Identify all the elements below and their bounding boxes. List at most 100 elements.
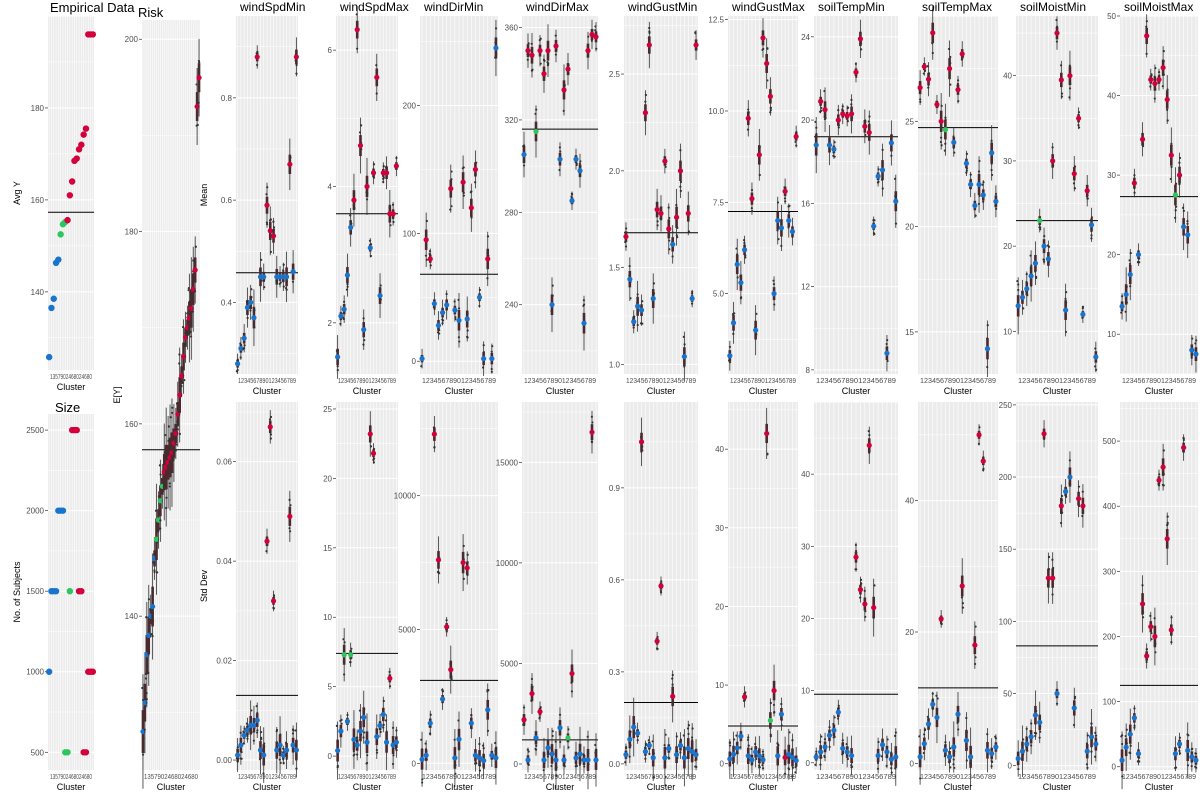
outlier — [358, 131, 362, 134]
data-point — [235, 361, 241, 367]
outlier — [586, 45, 589, 48]
outlier — [788, 731, 791, 734]
outlier — [462, 191, 465, 194]
data-point — [826, 732, 833, 738]
outlier — [965, 759, 968, 762]
outlier — [1150, 73, 1153, 76]
y-tick-label: 0 — [1112, 763, 1117, 772]
outlier — [288, 498, 291, 501]
data-point — [893, 198, 899, 204]
outlier — [385, 730, 388, 733]
outlier — [559, 740, 562, 744]
data-point — [393, 739, 399, 745]
y-tick-label: 0.02 — [216, 657, 232, 666]
outlier — [491, 345, 494, 348]
outlier — [1174, 209, 1177, 212]
outlier — [995, 207, 998, 211]
y-tick-label: 400 — [1103, 502, 1117, 511]
data-point — [1088, 734, 1095, 740]
outlier — [965, 747, 969, 750]
data-point — [1084, 748, 1090, 754]
outlier — [466, 329, 469, 332]
outlier — [1149, 85, 1152, 88]
panel-title: soilMoistMax — [1124, 0, 1193, 14]
data-point — [635, 303, 641, 309]
outlier — [1138, 261, 1141, 264]
outlier — [429, 264, 432, 267]
data-point — [925, 76, 932, 82]
outlier — [841, 741, 845, 745]
outlier — [181, 381, 184, 384]
data-point — [82, 125, 90, 132]
outlier — [269, 415, 273, 419]
outlier — [787, 205, 790, 208]
outlier — [659, 589, 663, 593]
outlier — [675, 735, 678, 738]
data-point — [646, 42, 652, 48]
outlier — [747, 111, 750, 114]
outlier — [570, 193, 574, 196]
outlier — [860, 42, 863, 45]
outlier — [372, 458, 375, 461]
data-point — [452, 307, 458, 313]
outlier — [165, 496, 168, 499]
outlier — [352, 204, 355, 207]
outlier — [758, 761, 761, 764]
outlier — [791, 235, 794, 238]
data-point — [344, 272, 351, 278]
outlier — [265, 550, 268, 553]
panel-windDirMax_sd: 0500010000150001234567890123456789Cluste… — [496, 402, 599, 792]
outlier — [265, 193, 268, 196]
outlier — [551, 734, 554, 738]
data-point — [427, 720, 433, 726]
outlier — [1166, 119, 1169, 122]
outlier — [761, 33, 765, 36]
outlier — [787, 226, 790, 229]
outlier — [943, 755, 946, 758]
outlier — [648, 752, 651, 755]
panel-windSpdMin_mean: 0.40.60.81234567890123456789ClusterMeanw… — [199, 0, 305, 396]
outlier — [250, 288, 253, 291]
outlier — [1170, 641, 1173, 644]
outlier — [794, 771, 797, 774]
outlier — [178, 432, 182, 436]
outlier — [470, 190, 473, 193]
y-tick-label: 240 — [505, 301, 519, 310]
y-tick-label: 24 — [801, 33, 810, 42]
outlier — [687, 230, 691, 233]
outlier — [837, 704, 840, 707]
data-point — [545, 745, 551, 751]
y-tick-label: 25 — [905, 117, 914, 126]
data-point — [374, 74, 380, 80]
outlier — [766, 79, 769, 82]
outlier — [1154, 88, 1157, 91]
outlier — [732, 759, 735, 762]
data-point — [283, 747, 290, 753]
y-tick-label: 10000 — [394, 492, 417, 501]
data-point — [1071, 705, 1077, 711]
data-point — [1127, 731, 1133, 737]
outlier — [939, 140, 943, 144]
data-point — [745, 115, 751, 121]
outlier — [189, 291, 192, 294]
y-tick-label: 25 — [323, 405, 332, 414]
data-point — [251, 315, 257, 321]
outlier — [1039, 725, 1042, 728]
outlier — [272, 228, 276, 231]
outlier — [239, 356, 242, 359]
data-point — [921, 63, 927, 70]
outlier — [336, 368, 339, 372]
outlier — [167, 425, 170, 428]
x-tick-labels: 1234567890123456789 — [1122, 378, 1196, 385]
data-point — [468, 205, 474, 211]
outlier — [977, 202, 981, 206]
outlier — [1133, 191, 1136, 194]
y-tick-label: 2 — [328, 319, 333, 328]
outlier — [356, 753, 359, 756]
outlier — [679, 180, 683, 184]
outlier — [1043, 260, 1046, 263]
data-point — [741, 247, 748, 253]
data-point — [456, 317, 462, 323]
outlier — [846, 106, 849, 110]
outlier — [362, 720, 365, 723]
